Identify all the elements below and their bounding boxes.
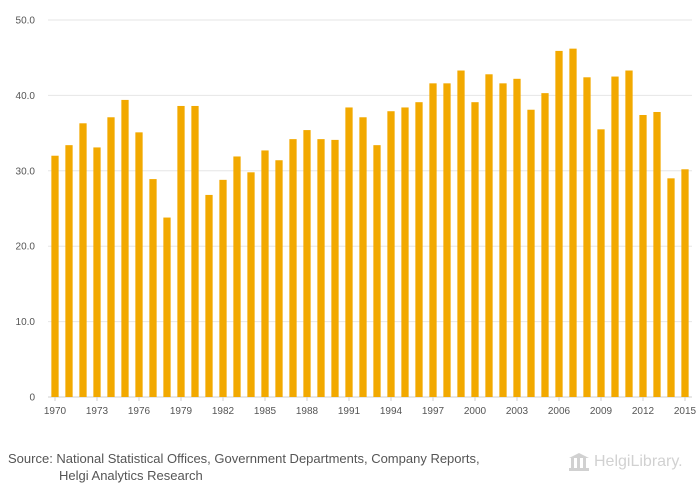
source-note: Source: National Statistical Offices, Go… xyxy=(8,450,548,484)
bar-1981[interactable] xyxy=(205,194,213,397)
bar-1977[interactable] xyxy=(149,179,157,397)
bar-1988[interactable] xyxy=(303,130,311,397)
bar-2006[interactable] xyxy=(555,50,563,397)
y-tick-label: 30.0 xyxy=(16,166,36,177)
bar-1997[interactable] xyxy=(429,83,437,397)
bar-1970[interactable] xyxy=(51,155,59,397)
bar-chart: 0 10.0 20.0 30.0 40.0 50.0 1970 1973 1976 1979 198… xyxy=(16,16,697,418)
bar-2001[interactable] xyxy=(485,74,493,397)
bar-2008[interactable] xyxy=(583,77,591,398)
y-tick-label: 40.0 xyxy=(16,91,36,102)
x-tick-label: 1991 xyxy=(338,406,361,417)
source-line-2: Helgi Analytics Research xyxy=(59,468,203,483)
bar-2010[interactable] xyxy=(611,76,619,398)
source-line-1: Source: National Statistical Offices, Go… xyxy=(8,451,480,466)
bar-1979[interactable] xyxy=(177,105,185,398)
x-tick-label: 2012 xyxy=(632,406,655,417)
x-tick-label: 1979 xyxy=(170,406,193,417)
bar-2002[interactable] xyxy=(499,83,507,397)
x-tick-label: 1985 xyxy=(254,406,277,417)
bar-1976[interactable] xyxy=(135,132,143,397)
x-tick-label: 2003 xyxy=(506,406,529,417)
bar-1973[interactable] xyxy=(93,147,101,397)
x-tick-label: 1973 xyxy=(86,406,109,417)
bar-1989[interactable] xyxy=(317,139,325,397)
x-tick-label: 1994 xyxy=(380,406,403,417)
bar-1990[interactable] xyxy=(331,139,339,397)
chart-canvas: 0 10.0 20.0 30.0 40.0 50.0 1970 1973 1976 1979 198… xyxy=(16,16,697,418)
bar-1994[interactable] xyxy=(387,111,395,397)
y-tick-label: 20.0 xyxy=(16,242,36,253)
y-tick-label: 50.0 xyxy=(16,16,36,27)
bar-1980[interactable] xyxy=(191,105,199,398)
bar-1982[interactable] xyxy=(219,179,227,397)
x-tick-label: 2009 xyxy=(590,406,613,417)
x-tick-label: 1982 xyxy=(212,406,235,417)
bar-2009[interactable] xyxy=(597,129,605,397)
logo-text: HelgiLibrary. xyxy=(594,453,683,470)
bar-2007[interactable] xyxy=(569,48,577,398)
y-tick-label: 0 xyxy=(29,393,35,404)
bar-1985[interactable] xyxy=(261,150,269,397)
y-tick-label: 10.0 xyxy=(16,317,36,328)
x-tick-label: 1997 xyxy=(422,406,445,417)
bar-2000[interactable] xyxy=(471,102,479,397)
x-tick-label: 2015 xyxy=(674,406,697,417)
bar-1986[interactable] xyxy=(275,160,283,397)
bar-2014[interactable] xyxy=(667,178,675,397)
bar-1975[interactable] xyxy=(121,99,129,398)
bar-1992[interactable] xyxy=(359,117,367,398)
bar-1972[interactable] xyxy=(79,123,87,398)
x-tick-label: 1970 xyxy=(44,406,67,417)
bar-1987[interactable] xyxy=(289,139,297,397)
footer: Source: National Statistical Offices, Go… xyxy=(0,440,700,500)
x-tick-label: 2006 xyxy=(548,406,571,417)
bar-2011[interactable] xyxy=(625,70,633,398)
bar-1996[interactable] xyxy=(415,102,423,397)
helgi-library-logo: HelgiLibrary. xyxy=(568,450,694,474)
bar-1984[interactable] xyxy=(247,172,255,397)
bar-1971[interactable] xyxy=(65,145,73,397)
bar-1998[interactable] xyxy=(443,83,451,397)
bar-1999[interactable] xyxy=(457,70,465,398)
x-tick-label: 1976 xyxy=(128,406,151,417)
bar-1974[interactable] xyxy=(107,117,115,398)
x-tick-label: 2000 xyxy=(464,406,487,417)
bar-1978[interactable] xyxy=(163,217,171,397)
bar-1995[interactable] xyxy=(401,107,409,398)
bar-2015[interactable] xyxy=(681,169,689,397)
bar-2013[interactable] xyxy=(653,111,661,398)
bar-1993[interactable] xyxy=(373,145,381,397)
library-building-icon xyxy=(569,453,589,471)
bar-2005[interactable] xyxy=(541,93,549,397)
bar-2003[interactable] xyxy=(513,78,521,397)
x-tick-label: 1988 xyxy=(296,406,319,417)
bar-1991[interactable] xyxy=(345,107,353,398)
bar-1983[interactable] xyxy=(233,156,241,397)
bar-2004[interactable] xyxy=(527,109,535,397)
bar-2012[interactable] xyxy=(639,115,647,397)
